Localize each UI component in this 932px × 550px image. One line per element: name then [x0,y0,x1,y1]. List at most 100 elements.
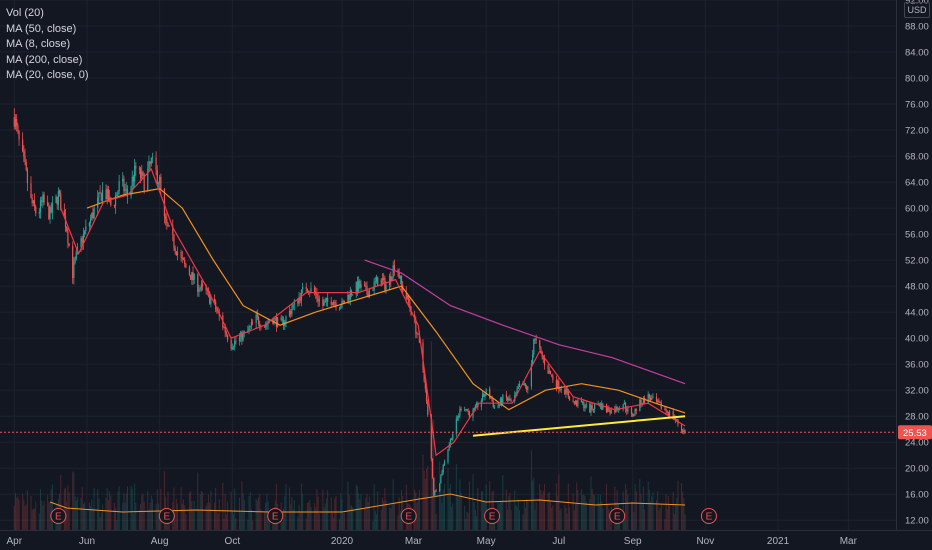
candle-body [568,397,571,401]
candle-body [24,156,26,163]
candle-body [272,322,274,324]
volume-bar [460,492,462,530]
candle-body [99,192,101,194]
earnings-marker[interactable]: E [484,508,501,524]
volume-bar [485,484,487,530]
candle-body [66,227,68,232]
earnings-marker[interactable]: E [609,508,626,524]
volume-bar [539,483,541,530]
candle-body [290,310,292,315]
volume-bar [100,512,102,530]
candle-body [338,307,341,309]
candle-body [577,399,579,406]
volume-bar [672,491,674,530]
candle-body [535,338,537,341]
volume-bar [290,504,292,530]
volume-bar [113,502,115,530]
volume-bar [298,504,300,530]
candle-body [416,333,418,335]
volume-bar [115,507,117,530]
volume-bar [448,488,450,530]
volume-bar [342,512,344,530]
candle-body [398,272,400,279]
candle-body [249,325,251,328]
candle-body [665,409,667,412]
legend-item-ma50[interactable]: MA (50, close) [6,22,77,35]
candle-body [293,300,295,305]
candle-body [182,258,185,260]
candle-body [643,397,646,403]
volume-bar [335,496,337,530]
volume-bar [234,488,236,530]
earnings-marker[interactable]: E [158,508,175,524]
volume-bar [677,480,679,530]
volume-bar [350,505,352,530]
candle-body [543,358,546,366]
volume-bar [466,511,468,530]
volume-bar [532,480,534,530]
volume-bar [205,505,207,530]
volume-bar [651,496,653,530]
indicator-legend: Vol (20) MA (50, close) MA (8, close) MA… [6,6,89,84]
volume-bar [330,497,332,530]
candle-body [250,322,253,326]
earnings-letter: E [405,512,412,523]
price-tick-label: 48.00 [905,282,929,293]
time-axis[interactable]: Apr Jun Aug Oct 2020 Mar May Jul Sep Nov 2021 Mar [7,536,858,547]
legend-item-ma200[interactable]: MA (200, close) [6,53,83,66]
volume-bar [281,521,283,530]
volume-bar [275,483,277,530]
volume-bar [258,497,260,530]
candle-body [38,212,40,214]
earnings-marker[interactable]: E [400,508,417,524]
earnings-letter: E [163,512,170,523]
candle-body [498,404,500,407]
legend-item-ma8[interactable]: MA (8, close) [6,38,71,50]
volume-bar [390,508,392,530]
legend-item-ma20-volume[interactable]: MA (20, close, 0) [6,69,89,81]
candle-body [268,322,270,324]
volume-bar [231,511,233,530]
candle-body [35,206,37,214]
legend-item-volume[interactable]: Vol (20) [6,7,44,19]
earnings-marker[interactable]: E [267,508,284,524]
candle-body [124,189,126,192]
volume-bar [499,501,501,530]
volume-bar [391,504,393,530]
candle-body [417,333,419,335]
volume-bar [184,505,186,530]
price-axis[interactable]: 12.00 16.00 20.00 24.00 28.00 32.00 36.00 40.00… [905,0,929,527]
earnings-circle [50,508,67,524]
candle-body [385,285,387,290]
candle-body [234,340,236,347]
price-tick-label: 16.00 [905,490,929,501]
candle-body [542,356,544,359]
earnings-marker[interactable]: E [50,508,67,524]
volume-bar [582,495,584,530]
candle-body [427,401,429,415]
candle-body [73,262,75,278]
candle-body [593,403,596,410]
volume-bar [667,496,669,530]
volume-bar [590,476,592,530]
candle-body [455,418,457,434]
volume-bar [191,501,193,530]
volume-bar [88,502,90,530]
candle-body [460,408,462,410]
volume-bar [493,521,495,530]
candle-body [331,304,334,306]
currency-label[interactable]: USD [904,2,930,18]
candle-body [582,401,584,403]
earnings-marker[interactable]: E [700,508,717,524]
volume-bar [152,499,154,530]
candle-body [409,302,411,307]
candle-body [490,397,492,399]
volume-bar [433,420,435,530]
volume-bar [464,506,466,530]
volume-bar [376,514,378,530]
candle-body [408,295,410,303]
candle-body [57,191,59,205]
volume-bar [132,513,134,530]
